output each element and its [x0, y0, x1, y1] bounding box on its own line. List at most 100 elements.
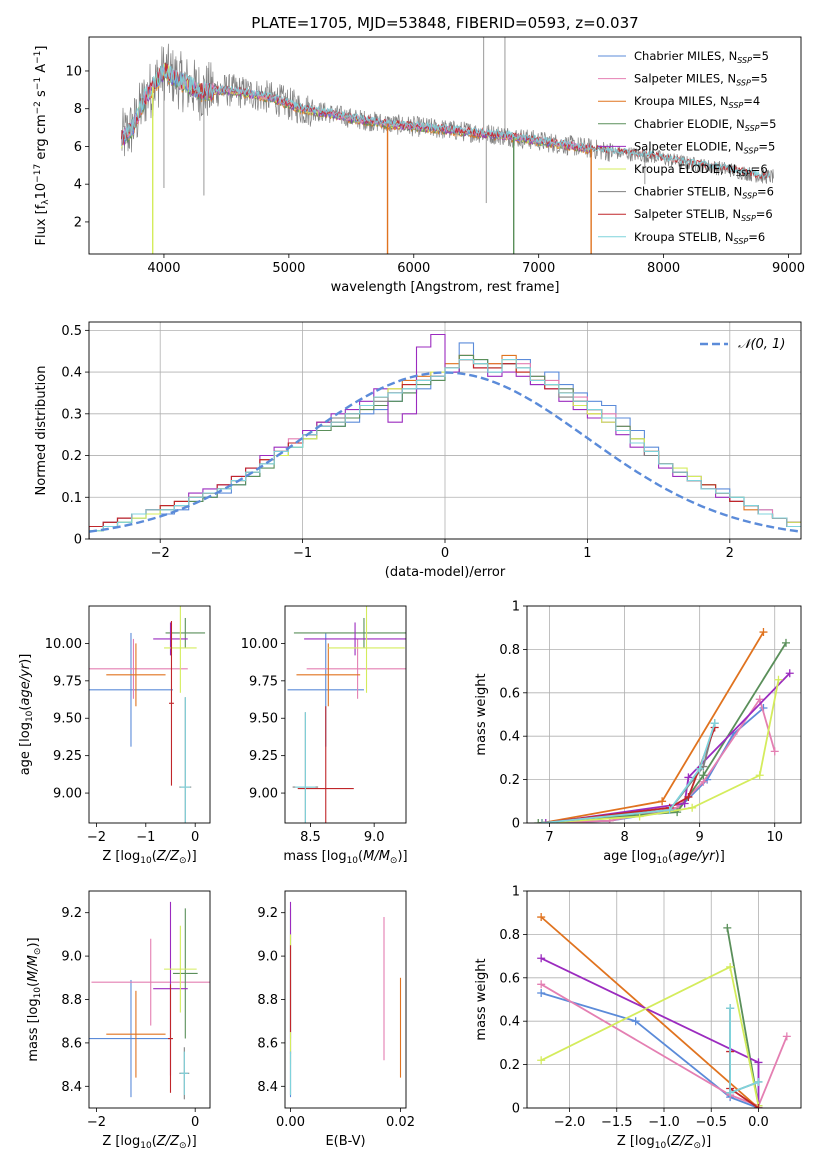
legend-label-main: Chabrier ELODIE, N	[634, 117, 745, 131]
legend-label-chabrier_stelib: Chabrier STELIB, NSSP=6	[634, 185, 774, 201]
model-line-kroupa_stelib	[121, 64, 771, 179]
weight-marker-kroupa_elodie	[726, 962, 735, 971]
weight-line-salpeter_miles	[540, 983, 788, 1107]
weight-marker-salpeter_miles	[782, 1032, 791, 1041]
label-part: )]	[18, 654, 33, 664]
label-part: 10	[347, 856, 359, 866]
y-tick-label: 0.2	[61, 449, 82, 464]
legend-label-main: Chabrier STELIB, N	[634, 185, 742, 199]
label-part: erg cm	[34, 114, 49, 163]
x-tick-label: −1.5	[601, 1115, 633, 1130]
residuals-ylabel: Normed distribution	[34, 366, 49, 496]
weight-marker-kroupa_stelib	[726, 1004, 735, 1013]
legend-label-salpeter_elodie: Salpeter ELODIE, NSSP=5	[634, 139, 775, 155]
weight-marker-kroupa_stelib	[538, 819, 547, 823]
legend-label-sub: SSP	[737, 56, 752, 65]
x-tick-label: 0	[191, 830, 199, 845]
legend-label-main: Kroupa MILES, N	[634, 94, 729, 108]
weight-marker-kroupa_elodie	[537, 1056, 546, 1065]
legend-label-sub: SSP	[736, 79, 751, 88]
label-part: (	[666, 1134, 671, 1149]
label-part: )]	[26, 937, 41, 947]
label-part: age [log	[603, 849, 656, 864]
label-part: 10	[33, 987, 43, 999]
y-tick-label: 8.4	[61, 1080, 82, 1095]
y-tick-label: 0	[512, 1102, 520, 1117]
y-tick-label: 0.4	[499, 1015, 520, 1030]
label-part: A	[34, 64, 49, 77]
label-part: (data-model)/error	[385, 565, 506, 580]
axes-frame	[526, 890, 802, 1109]
plot-area-residuals	[89, 333, 801, 539]
weight-marker-chabrier_elodie	[723, 923, 732, 932]
y-tick-label: 0.8	[499, 643, 520, 658]
y-tick-label: 10	[65, 64, 82, 79]
plot-area-ebv-vs-mass	[289, 901, 402, 1098]
y-tick-label: 9.0	[257, 950, 278, 965]
label-part: ]	[34, 46, 49, 51]
label-part: ⊙	[179, 1141, 187, 1151]
legend-label-tail: =6	[748, 230, 765, 244]
y-tick-label: 0.8	[499, 928, 520, 943]
y-tick-label: 9.50	[53, 712, 82, 727]
label-part: λ	[41, 199, 51, 205]
label-part: 10	[656, 856, 668, 866]
panel-residuals: −2 −1 0 1 2 0 0.1 0.2 0.3 0.4 0.5 (data-model)/erro…	[34, 321, 802, 580]
weight-line-chabrier_miles	[540, 992, 759, 1108]
x-tick-label: 0.0	[748, 1115, 769, 1130]
z-vs-age-xlabel: Z [log10(Z/Z⊙)]	[102, 849, 196, 866]
weight-marker-chabrier_elodie	[534, 819, 543, 823]
label-part: Z/Z	[670, 1134, 694, 1149]
label-part: age/yr	[18, 662, 33, 705]
weight-line-salpeter_elodie	[545, 672, 791, 823]
weight-marker-kroupa_miles	[658, 797, 667, 806]
y-tick-label: 0.4	[61, 366, 82, 381]
legend-label-sub: SSP	[734, 237, 749, 246]
x-tick-label: 10	[766, 830, 783, 845]
x-tick-label: 7	[545, 830, 553, 845]
plot-area-age-vs-weight	[534, 628, 794, 823]
y-tick-label: 0.6	[499, 686, 520, 701]
x-tick-label: 9.0	[364, 830, 385, 845]
weight-marker-salpeter_elodie	[684, 773, 693, 782]
y-tick-label: 9.25	[53, 749, 82, 764]
axes-frame	[284, 605, 407, 824]
y-tick-label: 8.6	[257, 1036, 278, 1051]
axes-frame	[284, 890, 407, 1109]
x-tick-label: 6000	[397, 261, 430, 276]
label-part: Z/Z	[156, 849, 180, 864]
label-part: )]	[715, 849, 725, 864]
weight-marker-kroupa_elodie	[755, 771, 764, 780]
y-tick-label: 0.5	[61, 324, 82, 339]
weight-marker-kroupa_miles	[759, 628, 768, 637]
z-vs-weight-xlabel: Z [log10(Z/Z⊙)]	[617, 1134, 711, 1151]
y-tick-label: 9.00	[249, 787, 278, 802]
axes-frame	[88, 890, 211, 1109]
x-tick-label: −2	[87, 830, 106, 845]
label-part: mass weight	[474, 673, 489, 755]
label-part: mass weight	[474, 958, 489, 1040]
legend-label-tail: =6	[757, 185, 774, 199]
legend-label-salpeter_stelib: Salpeter STELIB, NSSP=6	[634, 207, 773, 223]
y-tick-label: 8.8	[61, 993, 82, 1008]
label-part: Z [log	[102, 849, 140, 864]
x-tick-label: 9000	[772, 261, 805, 276]
weight-marker-salpeter_elodie	[537, 954, 546, 963]
legend-label-kroupa_elodie: Kroupa ELODIE, NSSP=6	[634, 162, 768, 178]
label-part: −2	[33, 101, 43, 114]
weight-marker-salpeter_stelib	[754, 1104, 763, 1108]
label-part: mass [log	[283, 849, 346, 864]
weight-marker-kroupa_stelib	[710, 719, 719, 728]
weight-marker-salpeter_miles	[537, 980, 546, 989]
y-tick-label: 0.2	[499, 773, 520, 788]
legend-label-tail: =5	[758, 139, 775, 153]
plot-area-z-vs-weight	[537, 913, 791, 1108]
y-tick-label: 6	[74, 140, 82, 155]
label-part: Flux [f	[34, 204, 49, 245]
x-tick-label: 9	[696, 830, 704, 845]
weight-marker-chabrier_elodie	[699, 771, 708, 780]
weight-marker-salpeter_elodie	[680, 799, 689, 808]
plot-area-spectrum	[121, 37, 774, 254]
